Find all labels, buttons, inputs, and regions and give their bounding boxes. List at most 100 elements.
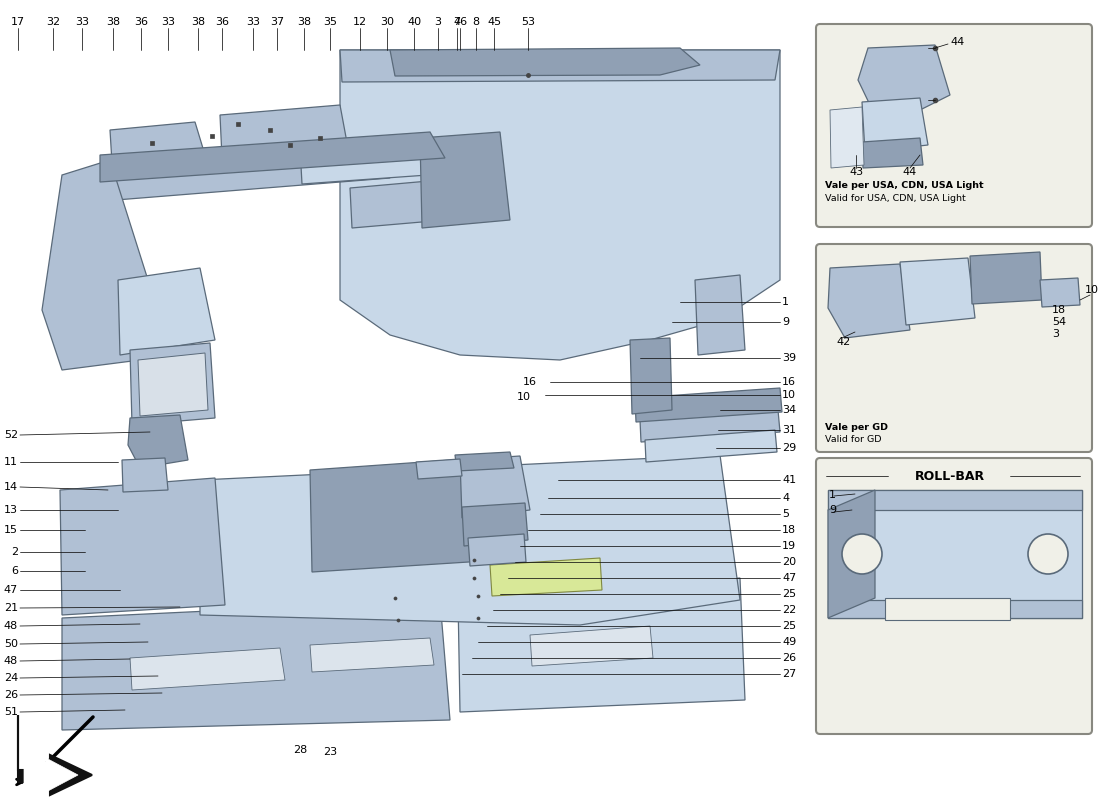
Text: Valid for GD: Valid for GD [825,435,881,444]
Text: 3: 3 [1052,329,1059,339]
Text: 26: 26 [4,690,18,700]
Polygon shape [828,490,1082,510]
Text: 37: 37 [270,17,284,27]
Text: 17: 17 [11,17,25,27]
Text: 5: 5 [782,509,789,519]
Polygon shape [350,180,446,228]
Text: 3: 3 [434,17,441,27]
Text: 45: 45 [487,17,502,27]
Polygon shape [970,252,1042,304]
Text: 32: 32 [46,17,60,27]
Text: 29: 29 [782,443,796,453]
Text: 42: 42 [836,337,850,347]
Polygon shape [490,558,602,596]
Text: 36: 36 [134,17,148,27]
Text: 1: 1 [782,297,789,307]
Polygon shape [886,598,1010,620]
Polygon shape [130,343,214,425]
Polygon shape [130,648,285,690]
Polygon shape [420,132,510,228]
Text: 11: 11 [4,457,18,467]
Text: 33: 33 [246,17,260,27]
Text: 54: 54 [1052,317,1066,327]
Text: 30: 30 [379,17,394,27]
Polygon shape [300,138,428,184]
Text: 44: 44 [903,167,917,177]
Polygon shape [24,720,78,792]
Text: 48: 48 [3,656,18,666]
Polygon shape [62,600,450,730]
Polygon shape [458,578,745,712]
FancyBboxPatch shape [816,458,1092,734]
Text: Valid for USA, CDN, USA Light: Valid for USA, CDN, USA Light [825,194,966,203]
Polygon shape [118,268,214,355]
Text: 10: 10 [517,392,531,402]
Polygon shape [128,415,188,468]
Text: 9: 9 [829,505,836,515]
Polygon shape [340,50,780,82]
Polygon shape [858,45,950,110]
Polygon shape [116,158,390,200]
Polygon shape [310,458,500,572]
Text: 52: 52 [4,430,18,440]
Polygon shape [640,410,780,442]
Text: 24: 24 [3,673,18,683]
Text: 10: 10 [782,390,796,400]
Text: 14: 14 [4,482,18,492]
Text: 18: 18 [1052,305,1066,315]
Text: 41: 41 [782,475,796,485]
Text: 6: 6 [11,566,18,576]
Polygon shape [100,132,446,182]
Text: 33: 33 [75,17,89,27]
Polygon shape [828,264,910,338]
Text: 26: 26 [782,653,796,663]
Text: 47: 47 [782,573,796,583]
Text: 22: 22 [782,605,796,615]
Text: 40: 40 [407,17,421,27]
Polygon shape [530,626,653,666]
Text: 2: 2 [11,547,18,557]
Text: 47: 47 [3,585,18,595]
Polygon shape [340,50,780,360]
Text: 49: 49 [782,637,796,647]
Polygon shape [862,138,923,168]
Text: 48: 48 [3,621,18,631]
Polygon shape [42,160,148,370]
Text: 9: 9 [782,317,789,327]
Text: Vale per GD: Vale per GD [825,423,888,432]
Polygon shape [310,638,435,672]
Text: 38: 38 [297,17,311,27]
Text: 18: 18 [782,525,796,535]
Text: 43: 43 [849,167,864,177]
Text: 25: 25 [782,621,796,631]
Polygon shape [390,48,700,76]
Text: 20: 20 [782,557,796,567]
Text: 33: 33 [161,17,175,27]
Text: 16: 16 [522,377,537,387]
Text: ROLL-BAR: ROLL-BAR [915,470,986,482]
Polygon shape [460,456,530,518]
Text: a parti...: a parti... [235,639,410,681]
Text: 10: 10 [1085,285,1099,295]
Polygon shape [462,503,528,546]
Polygon shape [630,338,672,414]
Polygon shape [830,107,864,168]
Polygon shape [645,430,777,462]
Polygon shape [122,458,168,492]
Polygon shape [862,98,928,152]
Polygon shape [18,715,92,795]
Text: e: e [210,526,299,654]
Polygon shape [138,353,208,416]
Text: 51: 51 [4,707,18,717]
Text: 46: 46 [453,17,468,27]
Text: 1: 1 [829,490,836,500]
FancyBboxPatch shape [816,24,1092,227]
Polygon shape [635,388,782,422]
Polygon shape [695,275,745,355]
Text: 21: 21 [4,603,18,613]
Polygon shape [416,459,462,479]
Text: 36: 36 [214,17,229,27]
Text: 25: 25 [782,589,796,599]
Polygon shape [828,600,1082,618]
Text: since 1985: since 1985 [270,680,408,716]
